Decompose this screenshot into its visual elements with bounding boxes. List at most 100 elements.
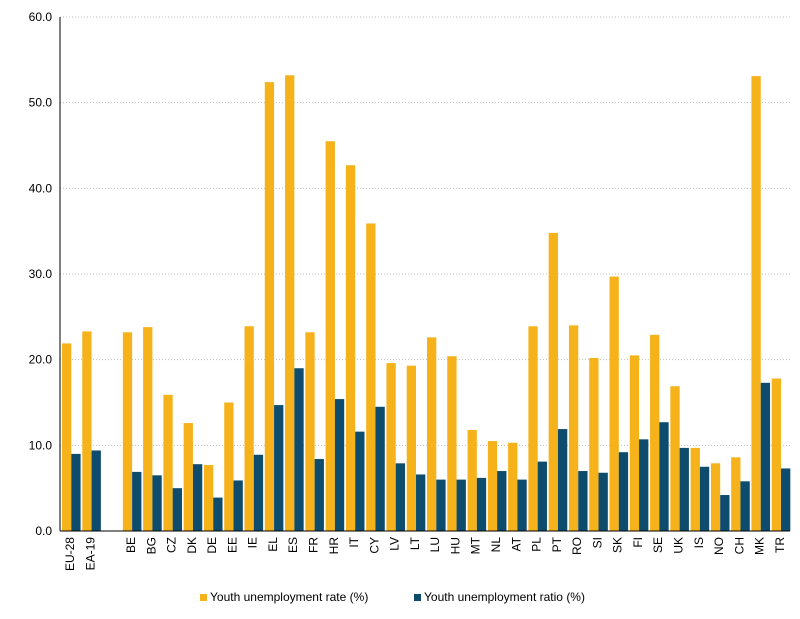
bar-rate-lt [406,365,417,531]
bar-rate-de [203,465,214,531]
x-category-label: SE [651,537,665,553]
x-category-label: SI [590,537,604,548]
bar-ratio-lt [416,474,426,531]
bar-ratio-mt [476,477,487,531]
bar-ratio-no [720,495,730,531]
x-category-label: SK [611,537,625,553]
bar-rate-be [122,332,133,531]
bar-ratio-dk [192,464,203,531]
bar-ratio-lv [395,463,406,531]
bar-ratio-tr [781,468,791,531]
legend-label: Youth unemployment rate (%) [210,590,368,604]
y-tick-label: 40.0 [29,181,53,195]
bar-ratio-el [274,405,284,531]
bar-rate-tr [771,378,782,531]
x-category-label: DE [205,537,219,554]
bar-ratio-is [699,466,710,531]
bar-rate-se [650,334,660,531]
bar-rate-ie [244,326,254,531]
bar-ratio-be [132,471,142,531]
bar-ratio-hu [456,479,466,531]
legend: Youth unemployment rate (%) Youth unemplo… [200,590,585,604]
x-category-label: HR [327,537,341,555]
bar-ratio-se [659,422,669,531]
x-category-label: EA-19 [83,537,97,571]
x-category-label: PL [530,537,544,552]
bar-rate-mk [751,76,761,532]
y-tick-label: 0.0 [35,524,52,538]
x-category-label: PT [550,536,564,552]
x-category-label: BG [144,537,158,554]
bar-rate-ro [568,325,579,531]
bar-rate-fr [305,332,315,531]
bar-ratio-at [517,479,527,531]
bar-rate-dk [183,423,193,531]
bar-ratio-ee [233,480,243,531]
bar-ratio-si [598,472,608,531]
bar-rate-cy [366,223,376,531]
bar-rate-at [508,442,518,531]
x-category-label: EE [225,537,239,553]
x-category-label: CH [732,537,746,554]
bar-rate-hu [447,356,457,531]
legend-label: Youth unemployment ratio (%) [424,590,585,604]
bar-ratio-lu [436,479,446,531]
y-tick-label: 60.0 [29,10,53,24]
bar-ratio-pl [537,461,547,531]
x-category-label: NL [489,537,503,553]
y-tick-label: 10.0 [29,438,53,452]
x-category-label: LU [428,537,442,552]
bar-ratio-it [355,431,365,531]
bar-rate-fi [629,355,640,531]
x-category-label: FI [631,537,645,548]
bar-rate-bg [143,327,153,531]
x-category-label: ES [286,537,300,553]
bar-rate-ch [731,457,741,531]
bar-ratio-ch [740,481,750,531]
bar-rate-sk [609,276,619,531]
x-category-label: AT [509,536,523,551]
x-category-label: EL [266,537,280,552]
bar-rate-lv [386,363,396,531]
x-category-label: IS [692,537,706,548]
bar-rate-ee [224,402,234,531]
y-axis-tick-labels: 0.0 10.0 20.0 30.0 40.0 50.0 60.0 [29,10,53,538]
x-category-label: CY [367,537,381,554]
bar-ratio-hr [334,399,345,531]
bar-rate-eu-28 [62,343,72,531]
gridlines [60,16,790,446]
bar-rate-cz [163,394,173,531]
bar-ratio-eu-28 [71,453,81,531]
y-tick-label: 50.0 [29,96,53,110]
bar-ratio-uk [679,447,689,531]
bar-ratio-cy [375,406,385,531]
bar-rate-it [345,165,356,531]
x-category-label: MT [469,536,483,554]
bars [62,75,791,532]
bar-ratio-mk [760,382,771,531]
x-category-label: DK [185,537,199,554]
x-category-label: NO [712,537,726,555]
bar-ratio-ro [578,471,588,531]
axes [59,17,790,532]
bar-ratio-pt [557,429,568,531]
bar-rate-es [285,75,295,532]
bar-rate-no [710,463,721,531]
x-axis-category-labels: EU-28 EA-19 BE BG CZ DK DE EE IE EL ES FR HR IT CY LV LT… [63,536,787,571]
x-category-label: FR [306,537,320,553]
bar-rate-is [690,447,700,531]
bar-rate-el [264,82,275,532]
bar-rate-lu [427,337,437,531]
x-category-label: LT [408,536,422,550]
bar-rate-nl [487,441,498,531]
bar-ratio-ea-19 [91,450,101,531]
x-category-label: IE [246,537,260,548]
bar-rate-mt [467,429,477,531]
bar-rate-ea-19 [82,331,92,531]
bar-ratio-fr [314,459,324,531]
y-tick-label: 20.0 [29,353,53,367]
legend-swatch [200,594,207,601]
x-category-label: HU [448,537,462,554]
bar-ratio-bg [152,475,162,531]
